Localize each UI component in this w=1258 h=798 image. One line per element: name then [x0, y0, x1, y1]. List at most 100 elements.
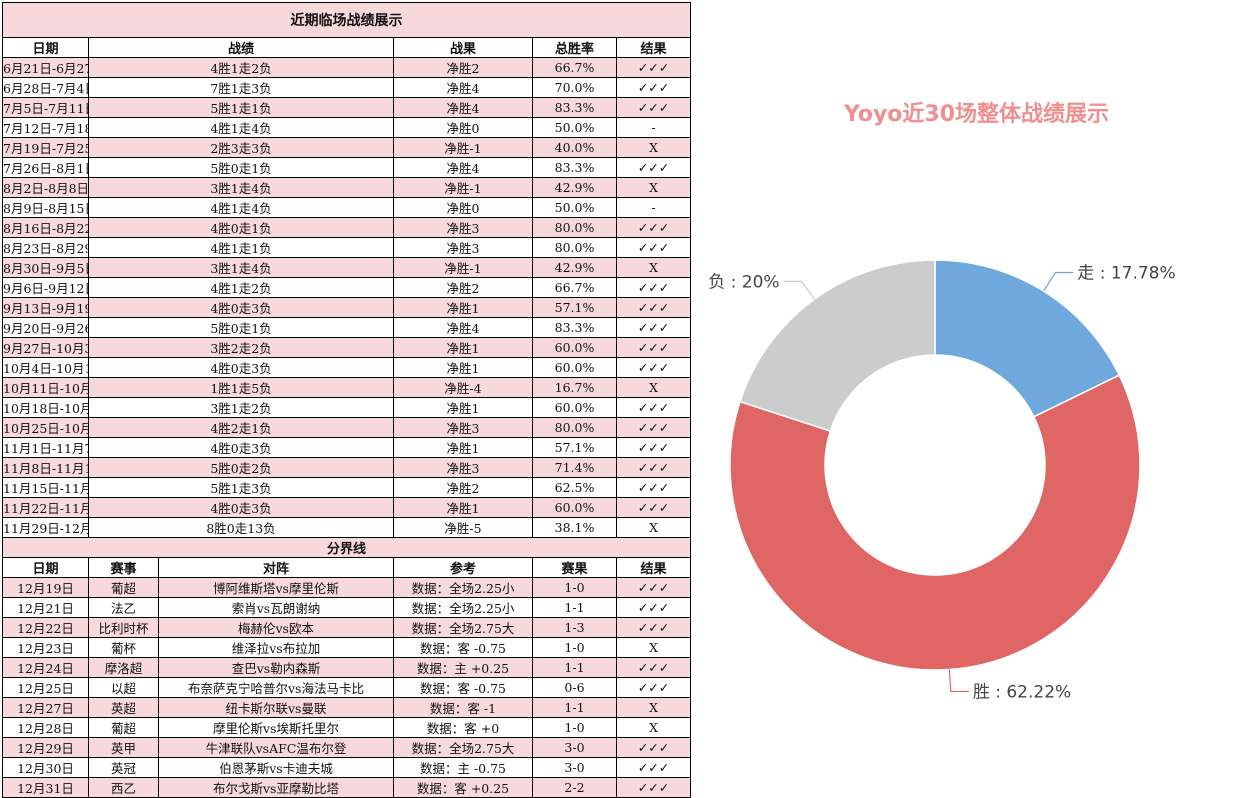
- date-cell: 9月20日-9月26日: [2, 317, 89, 338]
- date-cell: 12月29日: [2, 737, 89, 758]
- record-cell: 4胜1走4负: [88, 117, 394, 138]
- winrate-cell: 71.4%: [532, 457, 617, 478]
- header-winrate: 总胜率: [532, 37, 617, 58]
- winrate-cell: 66.7%: [532, 57, 617, 78]
- record-cell: 5胜0走1负: [88, 317, 394, 338]
- result-cell: ✓✓✓: [615, 737, 692, 758]
- donut-slice-0[interactable]: [934, 259, 1121, 418]
- table-row: 7月5日-7月11日 5胜1走1负 净胜4 83.3% ✓✓✓: [2, 97, 692, 118]
- date-cell: 8月30日-9月5日: [2, 257, 89, 278]
- winrate-cell: 80.0%: [532, 237, 617, 258]
- winrate-cell: 80.0%: [532, 217, 617, 238]
- winrate-cell: 60.0%: [532, 397, 617, 418]
- winrate-cell: 50.0%: [532, 117, 617, 138]
- score-cell: 1-0: [532, 717, 617, 738]
- result-cell: ✓✓✓: [615, 357, 692, 378]
- fixture-cell: 索肖vs瓦朗谢纳: [158, 597, 394, 618]
- outcome-cell: 净胜3: [393, 417, 533, 438]
- date-cell: 7月19日-7月25日: [2, 137, 89, 158]
- fixture-cell: 查巴vs勒内森斯: [158, 657, 394, 678]
- record-cell: 8胜0走13负: [88, 517, 394, 538]
- result-cell: X: [615, 717, 692, 738]
- reference-cell: 数据：全场2.75大: [393, 617, 533, 638]
- date-cell: 8月16日-8月22日: [2, 217, 89, 238]
- table-row: 12月25日 以超 布奈萨克宁哈普尔vs海法马卡比 数据：客 -0.75 0-6 ✓✓✓: [2, 677, 692, 698]
- slice-label-0: 走 : 17.78%: [1077, 264, 1175, 284]
- header-reference: 参考: [393, 557, 533, 578]
- donut-slice-2[interactable]: [739, 259, 936, 432]
- record-cell: 4胜0走3负: [88, 437, 394, 458]
- record-cell: 1胜1走5负: [88, 377, 394, 398]
- date-cell: 10月25日-10月31日: [2, 417, 89, 438]
- winrate-cell: 60.0%: [532, 337, 617, 358]
- table-row: 9月20日-9月26日5胜0走1负净胜483.3%✓✓✓: [2, 317, 692, 338]
- result-cell: ✓✓✓: [615, 777, 692, 798]
- score-cell: 1-1: [532, 697, 617, 718]
- score-cell: 0-6: [532, 677, 617, 698]
- result-cell: ✓✓✓: [615, 337, 692, 358]
- table-row: 11月29日-12月19日8胜0走13负净胜-538.1%X: [2, 517, 692, 538]
- donut-slice-1[interactable]: [729, 374, 1141, 671]
- header-fixture: 对阵: [158, 557, 394, 578]
- winrate-cell: 57.1%: [532, 437, 617, 458]
- result-cell: ✓✓✓: [615, 77, 692, 98]
- outcome-cell: 净胜1: [393, 357, 533, 378]
- date-cell: 11月15日-11月21日: [2, 477, 89, 498]
- result-cell: -: [615, 117, 692, 138]
- date-cell: 11月22日-11月28日: [2, 497, 89, 518]
- table-row: 10月18日-10月24日3胜1走2负净胜160.0%✓✓✓: [2, 397, 692, 418]
- result-cell: X: [615, 377, 692, 398]
- header-result: 结果: [615, 37, 692, 58]
- fixture-cell: 摩里伦斯vs埃斯托里尔: [158, 717, 394, 738]
- result-cell: ✓✓✓: [615, 57, 692, 78]
- result-cell: ✓✓✓: [615, 597, 692, 618]
- leader-line-2: [783, 280, 815, 300]
- date-cell: 12月24日: [2, 657, 89, 678]
- score-cell: 1-1: [532, 597, 617, 618]
- fixture-cell: 布奈萨克宁哈普尔vs海法马卡比: [158, 677, 394, 698]
- score-cell: 1-0: [532, 637, 617, 658]
- table-row: 12月22日 比利时杯 梅赫伦vs欧本 数据：全场2.75大 1-3 ✓✓✓: [2, 617, 692, 638]
- date-cell: 11月29日-12月19日: [2, 517, 89, 538]
- record-cell: 4胜0走3负: [88, 297, 394, 318]
- outcome-cell: 净胜2: [393, 477, 533, 498]
- fixture-cell: 伯恩茅斯vs卡迪夫城: [158, 757, 394, 778]
- winrate-cell: 70.0%: [532, 77, 617, 98]
- date-cell: 12月31日: [2, 777, 89, 798]
- outcome-cell: 净胜2: [393, 277, 533, 298]
- reference-cell: 数据：客 -0.75: [393, 677, 533, 698]
- league-cell: 以超: [88, 677, 159, 698]
- fixture-cell: 牛津联队vsAFC温布尔登: [158, 737, 394, 758]
- reference-cell: 数据：客 +0: [393, 717, 533, 738]
- record-cell: 3胜2走2负: [88, 337, 394, 358]
- winrate-cell: 57.1%: [532, 297, 617, 318]
- result-cell: ✓✓✓: [615, 297, 692, 318]
- winrate-cell: 83.3%: [532, 317, 617, 338]
- reference-cell: 数据：全场2.75大: [393, 737, 533, 758]
- table-row: 10月25日-10月31日4胜2走1负净胜380.0%✓✓✓: [2, 417, 692, 438]
- date-cell: 11月1日-11月7日: [2, 437, 89, 458]
- result-cell: ✓✓✓: [615, 417, 692, 438]
- record-cell: 4胜1走4负: [88, 197, 394, 218]
- fixture-cell: 维泽拉vs布拉加: [158, 637, 394, 658]
- table-row: 10月11日-10月17日1胜1走5负净胜-416.7%X: [2, 377, 692, 398]
- date-cell: 6月28日-7月4日: [2, 77, 89, 98]
- outcome-cell: 净胜-1: [393, 257, 533, 278]
- table-row: 9月27日-10月3日3胜2走2负净胜160.0%✓✓✓: [2, 337, 692, 358]
- winrate-cell: 60.0%: [532, 357, 617, 378]
- table-row: 10月4日-10月10日4胜0走3负净胜160.0%✓✓✓: [2, 357, 692, 378]
- header-score: 赛果: [532, 557, 617, 578]
- date-cell: 12月25日: [2, 677, 89, 698]
- table-row: 12月29日 英甲 牛津联队vsAFC温布尔登 数据：全场2.75大 3-0 ✓✓✓: [2, 737, 692, 758]
- result-cell: ✓✓✓: [615, 397, 692, 418]
- record-cell: 4胜0走3负: [88, 357, 394, 378]
- winrate-cell: 83.3%: [532, 157, 617, 178]
- winrate-cell: 60.0%: [532, 497, 617, 518]
- result-cell: ✓✓✓: [615, 757, 692, 778]
- score-cell: 1-1: [532, 657, 617, 678]
- record-cell: 5胜0走2负: [88, 457, 394, 478]
- result-cell: ✓✓✓: [615, 437, 692, 458]
- fixture-cell: 博阿维斯塔vs摩里伦斯: [158, 577, 394, 598]
